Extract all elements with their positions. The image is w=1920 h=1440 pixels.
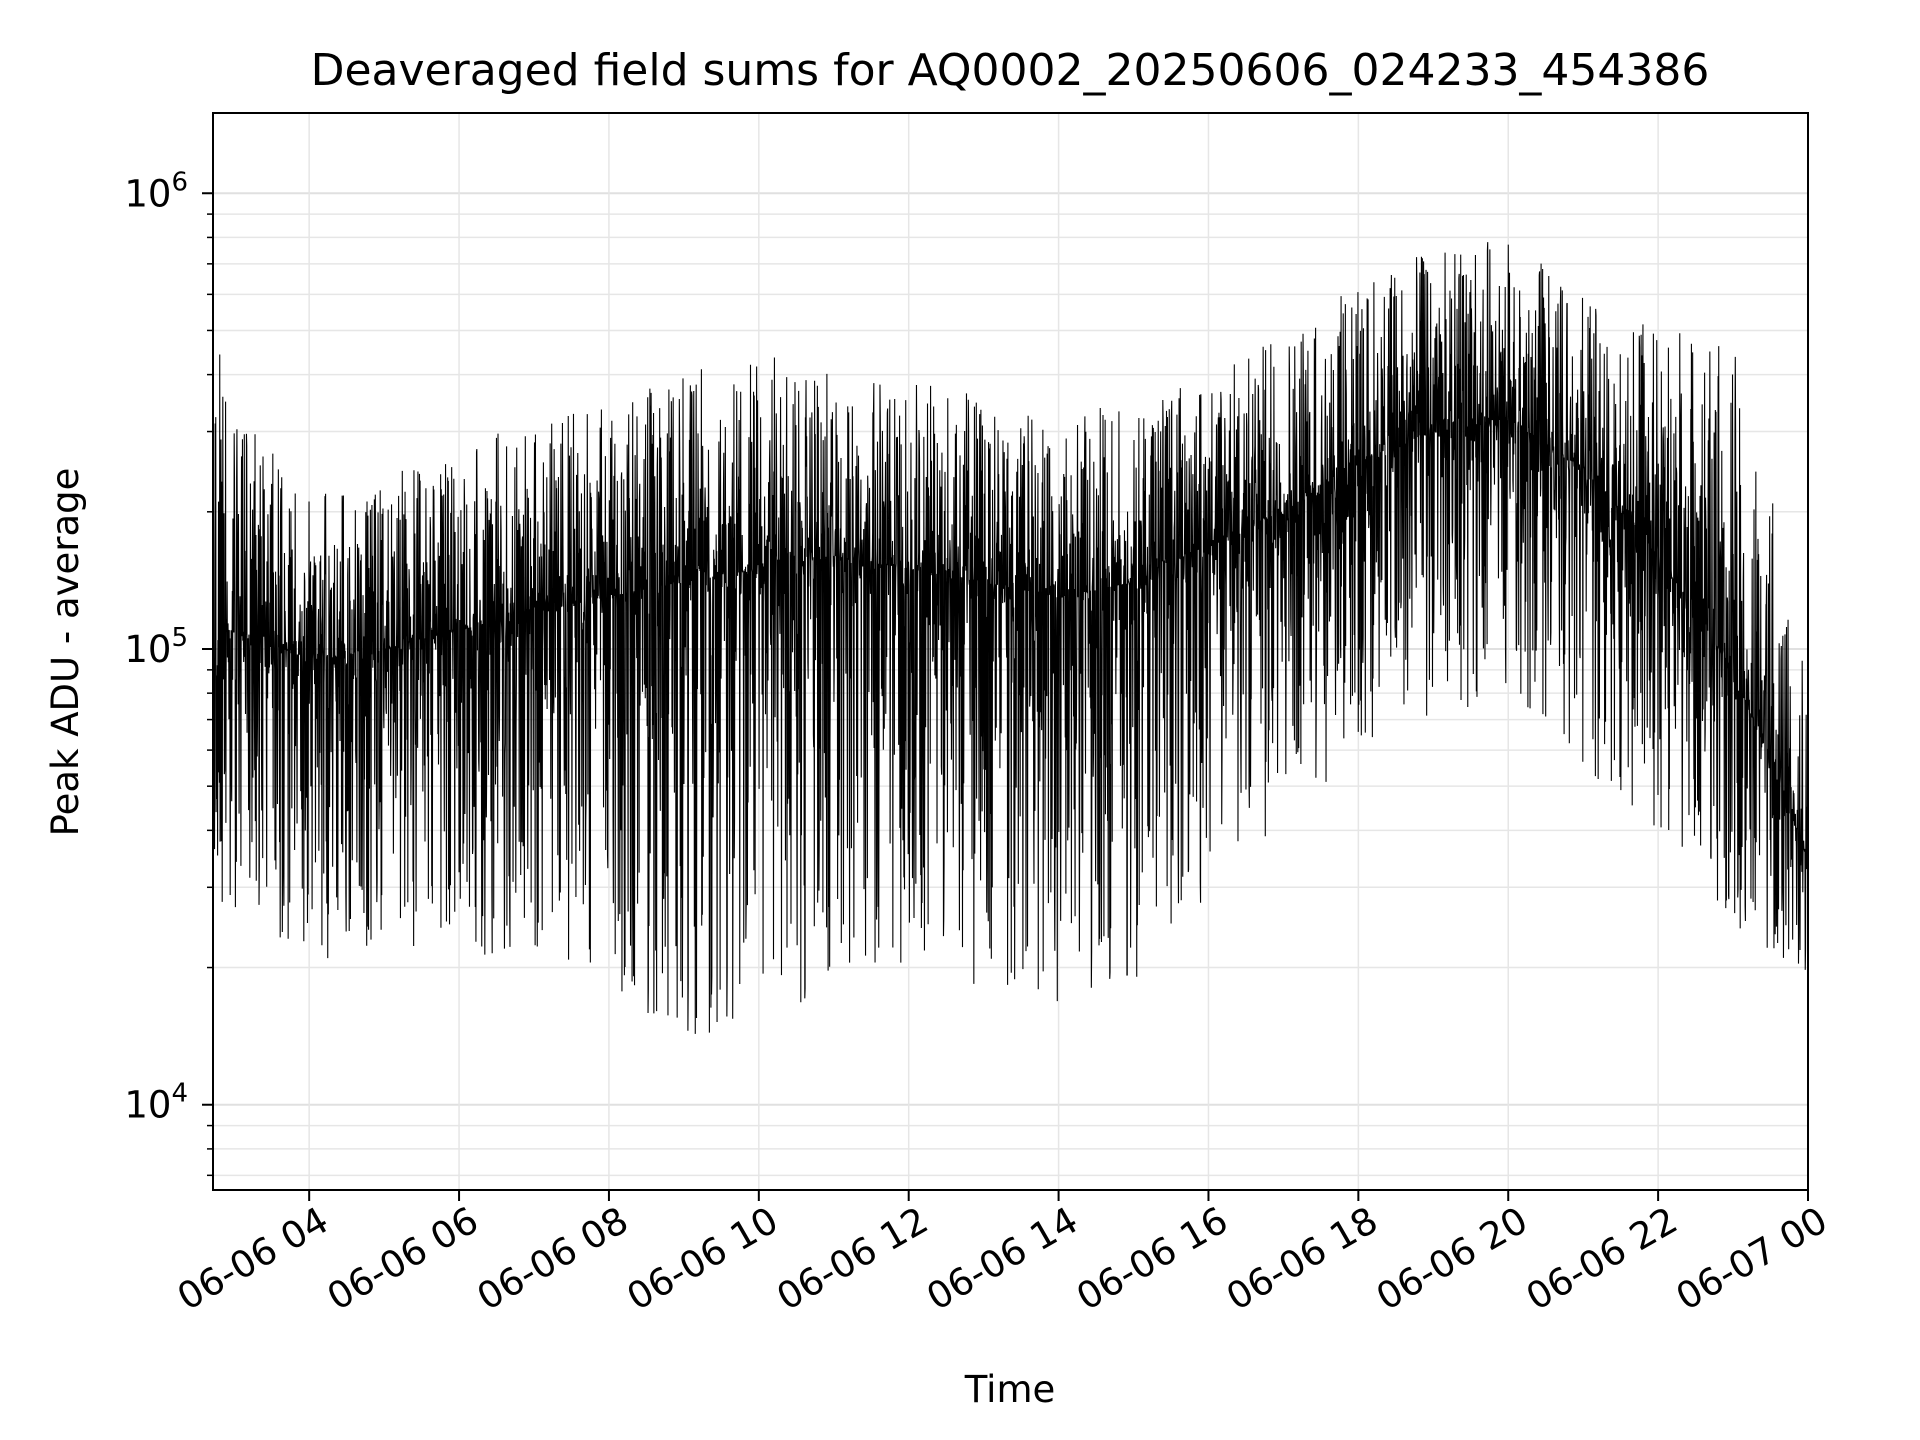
y-tick-label: 105 (124, 623, 188, 671)
y-tick-label: 104 (124, 1079, 188, 1127)
series-line (212, 242, 1809, 1034)
axes-frame (212, 112, 1809, 1191)
chart-title: Deaveraged field sums for AQ0002_2025060… (311, 45, 1710, 96)
y-tick-label: 106 (124, 167, 188, 215)
x-axis-label: Time (964, 1368, 1056, 1411)
plot-area (212, 242, 1809, 1034)
y-axis: 104 105 106 (124, 167, 213, 1177)
y-axis-label: Peak ADU - average (44, 468, 87, 837)
